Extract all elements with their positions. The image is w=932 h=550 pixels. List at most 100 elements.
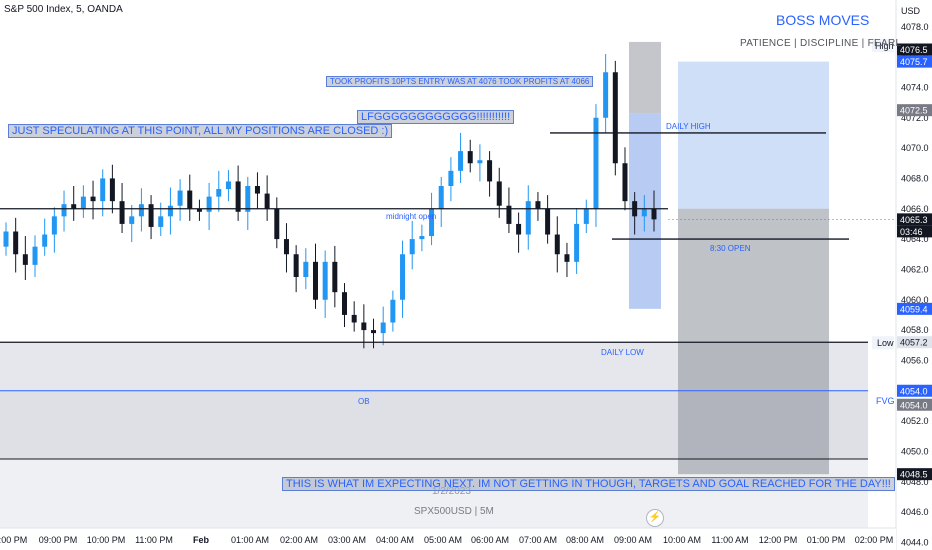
candle-body (593, 117, 599, 209)
x-tick-label: 01:00 PM (807, 535, 846, 545)
y-tick-label: 4066.0 (901, 204, 929, 214)
candle-body (351, 314, 357, 323)
candle-body (196, 208, 202, 212)
note-lfg[interactable]: LFGGGGGGGGGGGG!!!!!!!!!!! (357, 110, 515, 124)
fvg-side-label: FVG (876, 396, 895, 406)
y-tick-label: 4062.0 (901, 264, 929, 274)
levels-layer: DAILY HIGH midnight open 8:30 OPEN DAILY LO… (0, 39, 932, 460)
zones-layer (0, 41, 868, 550)
candle-body (206, 196, 212, 212)
candle-body (283, 239, 289, 255)
candle-body (506, 205, 512, 224)
x-tick-label: 05:00 AM (424, 535, 462, 545)
y-tick-label: 4058.0 (901, 325, 929, 335)
candle-body (564, 254, 570, 262)
daily-high-label: DAILY HIGH (666, 122, 711, 131)
candle-body (158, 216, 164, 227)
candle-body (603, 72, 609, 118)
y-tick-label: 4050.0 (901, 446, 929, 456)
candle-body (312, 261, 318, 300)
candle-body (3, 231, 9, 247)
candle-body (100, 178, 106, 202)
candle-body (235, 181, 241, 212)
y-tick-label: 4078.0 (901, 22, 929, 32)
price-tag-bg (897, 468, 932, 481)
candle-body (535, 201, 541, 209)
x-tick-label: 09:00 PM (39, 535, 78, 545)
y-tick-label: 4046.0 (901, 507, 929, 517)
candle-body (458, 151, 464, 171)
price-tag: 4065.3 (900, 215, 928, 225)
x-tick-label: 02:00 AM (280, 535, 318, 545)
price-tag-bg (897, 336, 932, 349)
candle-body (477, 160, 483, 164)
chart-tagline: PATIENCE | DISCIPLINE | FEARL (740, 38, 902, 49)
price-axis-bg (896, 0, 932, 550)
y-tick-label: 4060.0 (901, 295, 929, 305)
candle-body (380, 322, 386, 334)
candle-body (274, 208, 280, 240)
candle-body (496, 181, 502, 206)
x-tick-label: 02:00 PM (855, 535, 894, 545)
candle-body (612, 72, 618, 164)
note-took-profits[interactable]: TOOK PROFITS 10PTS ENTRY WAS AT 4076 TOO… (326, 76, 594, 87)
y-tick-label: 4056.0 (901, 355, 929, 365)
candle-body (42, 234, 48, 247)
price-tag-bg (897, 43, 932, 56)
candle-body (109, 178, 115, 202)
candle-body (554, 234, 560, 255)
price-tag: 4048.5 (900, 470, 928, 480)
price-tag-bg (897, 398, 932, 411)
time-axis-bg (0, 528, 896, 550)
candle-body (622, 163, 628, 202)
x-tick-label: 03:00 AM (328, 535, 366, 545)
candle-body (245, 186, 251, 212)
candle-body (80, 196, 86, 209)
candle-body (61, 204, 67, 217)
candle-body (187, 190, 193, 209)
chart-title: BOSS MOVES (776, 12, 870, 28)
candle-body (51, 216, 57, 235)
candle-body (148, 204, 154, 227)
x-tick-label: 09:00 AM (614, 535, 652, 545)
candle-body (332, 261, 338, 293)
candle-body (13, 231, 19, 255)
y-tick-label: 4044.0 (901, 537, 929, 547)
candle-body (545, 208, 551, 235)
symbol-line[interactable]: S&P 500 Index, 5, OANDA (4, 4, 123, 15)
candle-body (419, 236, 425, 240)
candle-body (90, 196, 96, 202)
price-tag-bg (897, 55, 932, 68)
candles-layer (3, 54, 657, 349)
y-tick-label: 4070.0 (901, 143, 929, 153)
price-tag: 03:46 (900, 227, 923, 237)
candle-body (303, 261, 309, 277)
midnight-open-label: midnight open (386, 212, 436, 221)
candle-body (322, 261, 328, 300)
faint-date-label: 1/2/2023 (432, 486, 471, 497)
candle-body (138, 204, 144, 217)
candle-body (32, 246, 38, 265)
candle-body (487, 160, 493, 182)
x-tick-label: 06:00 AM (471, 535, 509, 545)
candle-body (574, 223, 580, 262)
price-tag-bg (897, 225, 932, 238)
x-tick-label: 10:00 PM (87, 535, 126, 545)
price-tag: 4054.0 (900, 400, 928, 410)
note-speculating[interactable]: JUST SPECULATING AT THIS POINT, ALL MY P… (8, 124, 393, 138)
y-tick-label: 4064.0 (901, 234, 929, 244)
y-tick-label: 4072.0 (901, 113, 929, 123)
candle-body (167, 205, 173, 217)
x-tick-label: Feb (193, 535, 210, 545)
lightning-icon[interactable]: ⚡ (646, 509, 664, 527)
price-tag: 4076.5 (900, 45, 928, 55)
candle-body (429, 208, 435, 237)
candle-body (409, 239, 415, 255)
low-tag-bg (872, 336, 894, 350)
candle-body (371, 330, 377, 334)
x-tick-label: 04:00 AM (376, 535, 414, 545)
note-expecting-next[interactable]: THIS IS WHAT IM EXPECTING NEXT. IM NOT G… (282, 477, 895, 491)
y-tick-label: 4048.0 (901, 477, 929, 487)
